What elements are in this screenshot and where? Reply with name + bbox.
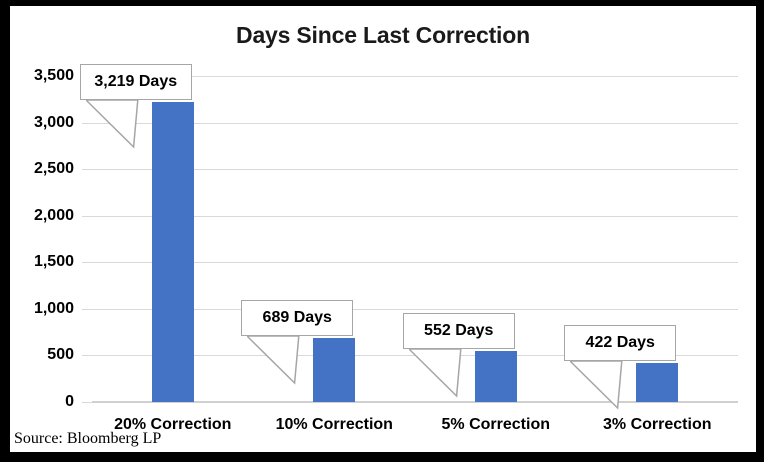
bar[interactable] bbox=[313, 337, 356, 402]
x-axis-label: 3% Correction bbox=[603, 416, 712, 433]
gridline bbox=[92, 122, 738, 124]
gridline bbox=[92, 308, 738, 310]
chart-canvas: Days Since Last Correction 0 500 1,000 1,50… bbox=[10, 6, 756, 452]
y-axis-tick bbox=[82, 262, 92, 264]
y-axis-tick-label: 3,500 bbox=[33, 67, 74, 84]
bar[interactable] bbox=[474, 350, 517, 402]
x-axis-label: 20% Correction bbox=[114, 416, 232, 433]
gridline bbox=[92, 262, 738, 264]
y-axis-tick-label: 0 bbox=[65, 393, 74, 410]
y-axis-tick-label: 2,000 bbox=[33, 206, 74, 224]
x-axis-labels: 20% Correction 10% Correction 5% Correctio… bbox=[92, 410, 738, 440]
axis-line-zero bbox=[92, 401, 738, 403]
plot-area: 0 500 1,000 1,500 2,000 2,500 3,000 3,500 3,219 … bbox=[34, 64, 738, 410]
gridline bbox=[92, 215, 738, 217]
gridline bbox=[92, 76, 738, 77]
y-axis-tick bbox=[82, 355, 92, 357]
data-label-callout: 552 Days bbox=[402, 312, 515, 349]
y-axis-tick bbox=[82, 169, 92, 171]
source-note: Source: Bloomberg LP bbox=[14, 430, 166, 448]
bar[interactable] bbox=[636, 362, 679, 402]
y-axis-tick-label: 1,500 bbox=[33, 253, 74, 271]
gridline bbox=[92, 169, 738, 171]
y-axis-tick-label: 2,500 bbox=[33, 160, 74, 178]
y-axis-tick bbox=[82, 122, 92, 124]
chart-title: Days Since Last Correction bbox=[236, 22, 530, 48]
y-axis-tick bbox=[82, 402, 92, 403]
bar[interactable] bbox=[151, 102, 194, 402]
callout-leader-tail bbox=[247, 335, 300, 385]
callout-leader-tail bbox=[85, 99, 139, 149]
y-axis-tick-label: 1,000 bbox=[33, 299, 74, 317]
x-axis-label: 5% Correction bbox=[441, 416, 550, 433]
y-axis-tick-label: 3,000 bbox=[33, 113, 74, 131]
data-label-callout: 689 Days bbox=[241, 299, 354, 336]
y-axis-tick bbox=[82, 215, 92, 217]
y-axis-tick-label: 500 bbox=[47, 346, 74, 364]
data-label-callout: 422 Days bbox=[564, 324, 677, 361]
x-axis-label: 10% Correction bbox=[275, 416, 393, 433]
y-axis-tick bbox=[82, 308, 92, 310]
data-label-callout: 3,219 Days bbox=[79, 64, 192, 101]
